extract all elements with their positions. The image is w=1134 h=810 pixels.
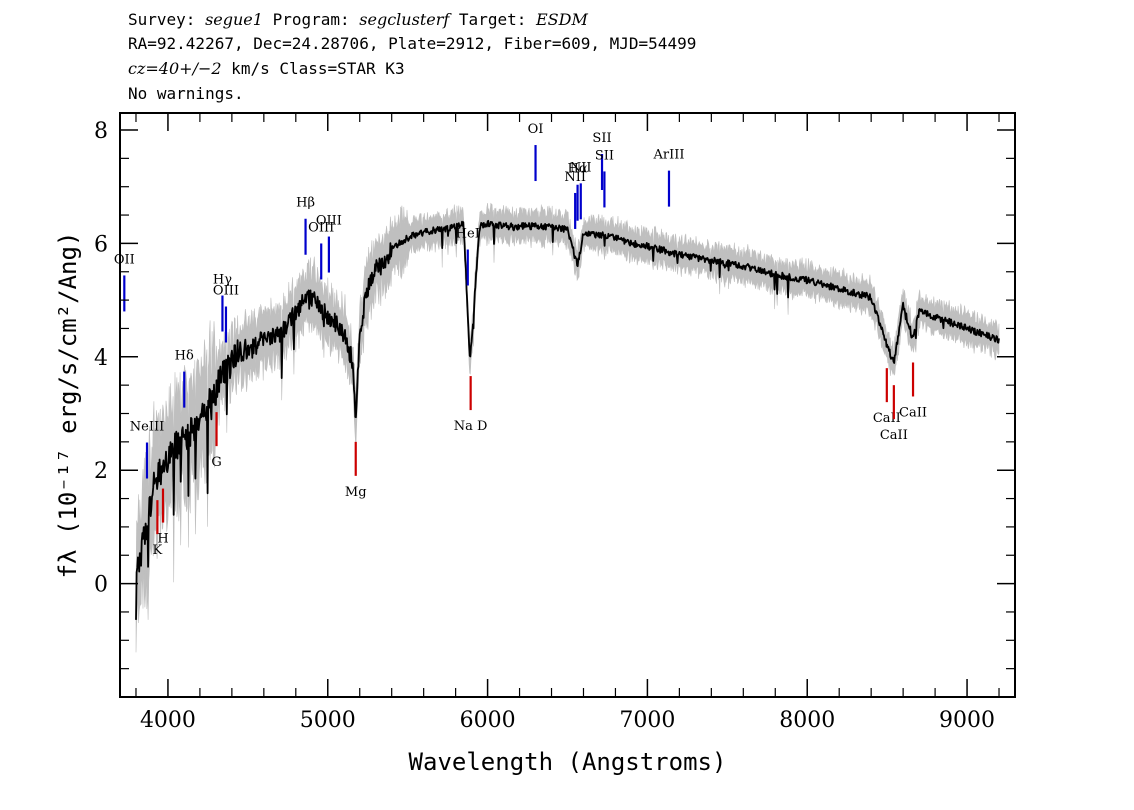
header-line-coords: RA=92.42267, Dec=24.28706, Plate=2912, F… xyxy=(128,34,697,53)
flux-line xyxy=(135,219,1000,620)
x-tick-label: 9000 xyxy=(939,708,995,733)
x-axis-title: Wavelength (Angstroms) xyxy=(409,748,727,776)
spectral-line-markers: OIINeIIIHδHγOIIIHβOIIIOIIIHeIOINIIHαNIIS… xyxy=(114,122,927,558)
emission-line-label: OIII xyxy=(308,220,334,235)
absorption-line-label: G xyxy=(211,455,221,470)
absorption-line-label: CaII xyxy=(873,411,901,426)
emission-line-label: OI xyxy=(528,122,544,137)
y-tick-label: 4 xyxy=(94,346,108,371)
emission-line-label: HeI xyxy=(456,227,480,242)
x-tick-label: 8000 xyxy=(779,708,835,733)
y-axis-title: fλ (10⁻¹⁷ erg/s/cm²/Ang) xyxy=(54,232,82,579)
emission-line-label: SII xyxy=(595,148,614,163)
x-tick-label: 5000 xyxy=(300,708,356,733)
header-line-survey: Survey: segue1 Program: segclusterf Targ… xyxy=(128,10,588,29)
emission-line-label: OII xyxy=(114,252,135,267)
y-tick-label: 0 xyxy=(94,573,108,598)
cz-value: cz=40+/−2 xyxy=(128,59,222,78)
emission-line-label: Hβ xyxy=(296,196,315,211)
absorption-line-label: CaII xyxy=(880,428,908,443)
error-band-area xyxy=(135,202,1000,653)
emission-line-label: Hγ xyxy=(213,273,232,288)
absorption-line-label: Mg xyxy=(345,485,367,500)
emission-line-label: NeIII xyxy=(130,420,164,435)
absorption-line-label: H xyxy=(157,532,168,547)
emission-line-label: ArIII xyxy=(652,148,684,163)
survey-value: segue1 xyxy=(205,10,263,29)
plot-frame xyxy=(119,112,1016,698)
target-value: ESDM xyxy=(536,10,588,29)
absorption-line-label: K xyxy=(153,543,163,558)
absorption-line-label: CaII xyxy=(899,405,927,420)
y-tick-label: 8 xyxy=(94,119,108,144)
x-tick-label: 7000 xyxy=(619,708,675,733)
flux-series xyxy=(135,219,1000,620)
y-axis-title-text: fλ (10⁻¹⁷ erg/s/cm²/Ang) xyxy=(54,232,82,579)
emission-line-label: NII xyxy=(564,170,586,185)
header-line-warnings: No warnings. xyxy=(128,84,244,103)
program-value: segclusterf xyxy=(359,10,450,29)
x-tick-label: 4000 xyxy=(140,708,196,733)
y-tick-label: 2 xyxy=(94,459,108,484)
emission-line-label: Hα xyxy=(568,162,588,177)
y-tick-label: 6 xyxy=(94,232,108,257)
emission-line-label: SII xyxy=(592,131,611,146)
emission-line-label: Hδ xyxy=(175,349,194,364)
header-line-redshift: cz=40+/−2 km/s Class=STAR K3 xyxy=(128,59,405,78)
emission-line-label: NII xyxy=(570,160,592,175)
error-band xyxy=(135,202,1000,653)
emission-line-label: OIII xyxy=(316,214,342,229)
absorption-line-label: Na D xyxy=(454,419,488,434)
axis-ticks: 4000 5000 6000 7000 8000 9000 0 2 4 6 8 xyxy=(94,113,1015,733)
x-tick-label: 6000 xyxy=(460,708,516,733)
emission-line-label: OIII xyxy=(213,284,239,299)
